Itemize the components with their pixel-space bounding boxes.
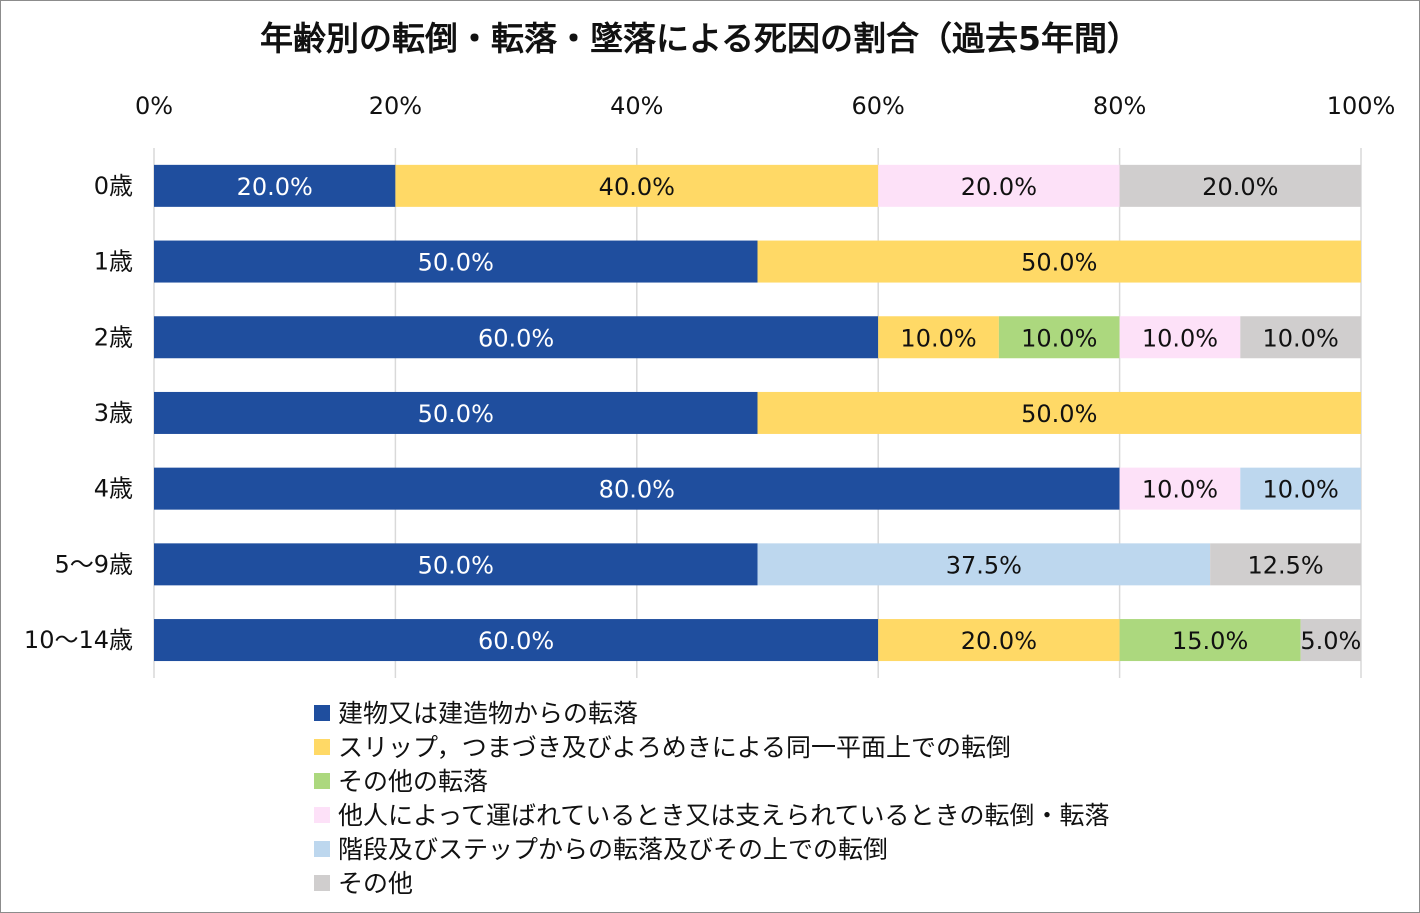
bar-segment <box>154 391 758 434</box>
bar-segment <box>757 240 1361 283</box>
category-label: 3歳 <box>94 399 133 427</box>
data-label: 10.0% <box>1142 476 1218 504</box>
data-label: 5.0% <box>1300 627 1361 655</box>
x-tick-label: 20% <box>369 92 422 120</box>
x-tick-label: 100% <box>1327 92 1396 120</box>
x-tick-label: 80% <box>1093 92 1146 120</box>
x-tick-label: 60% <box>852 92 905 120</box>
bar-segment <box>1240 316 1361 359</box>
bar-segment <box>1119 467 1241 510</box>
data-label: 60.0% <box>478 627 554 655</box>
x-tick-label: 0% <box>135 92 173 120</box>
bar-segment <box>757 391 1361 434</box>
legend-label: その他 <box>338 869 413 898</box>
category-label: 0歳 <box>94 172 133 200</box>
legend-label: 階段及びステップからの転落及びその上での転倒 <box>338 835 888 864</box>
legend-label: 建物又は建造物からの転落 <box>338 699 638 728</box>
data-label: 20.0% <box>1202 173 1278 201</box>
category-label: 5〜9歳 <box>54 550 133 578</box>
bar-segment <box>154 619 879 662</box>
data-label: 20.0% <box>961 173 1037 201</box>
legend-swatch <box>314 705 330 721</box>
data-label: 50.0% <box>1021 400 1097 428</box>
data-label: 10.0% <box>1263 324 1339 352</box>
data-label: 10.0% <box>900 324 976 352</box>
data-label: 80.0% <box>599 476 675 504</box>
data-label: 15.0% <box>1172 627 1248 655</box>
data-label: 10.0% <box>1142 324 1218 352</box>
legend-swatch <box>314 773 330 789</box>
data-label: 10.0% <box>1263 476 1339 504</box>
bar-segment <box>154 316 879 359</box>
bar-segment <box>878 164 1120 207</box>
category-label: 4歳 <box>94 475 133 503</box>
bar-segment <box>154 240 758 283</box>
data-label: 60.0% <box>478 324 554 352</box>
bar-segment <box>998 316 1120 359</box>
data-label: 20.0% <box>961 627 1037 655</box>
bar-segment <box>154 467 1120 510</box>
legend-label: スリップ，つまづき及びよろめきによる同一平面上での転倒 <box>338 733 1011 762</box>
bar-segment <box>878 619 1120 662</box>
legend-label: その他の転落 <box>338 767 488 796</box>
bar-segment <box>1119 164 1361 207</box>
legend-swatch <box>314 739 330 755</box>
legend-swatch <box>314 841 330 857</box>
bar-segment <box>395 164 879 207</box>
data-label: 37.5% <box>946 551 1022 579</box>
data-label: 10.0% <box>1021 324 1097 352</box>
category-label: 10〜14歳 <box>24 626 133 654</box>
bar-segment <box>878 316 999 359</box>
bar-segment <box>154 164 396 207</box>
bar-segment <box>154 543 758 586</box>
category-label: 1歳 <box>94 248 133 276</box>
bar-segment <box>1119 619 1301 662</box>
category-label: 2歳 <box>94 323 133 351</box>
data-label: 50.0% <box>418 249 494 277</box>
data-label: 50.0% <box>418 400 494 428</box>
data-label: 20.0% <box>237 173 313 201</box>
bar-segment <box>1240 467 1361 510</box>
data-label: 50.0% <box>1021 249 1097 277</box>
bar-segment <box>1119 316 1241 359</box>
data-label: 50.0% <box>418 551 494 579</box>
chart-title: 年齢別の転倒・転落・墜落による死因の割合（過去5年間） <box>260 19 1140 58</box>
legend-swatch <box>314 807 330 823</box>
legend-swatch <box>314 875 330 891</box>
data-label: 40.0% <box>599 173 675 201</box>
bar-segment <box>1210 543 1361 586</box>
bar-segment <box>757 543 1211 586</box>
bar-segment <box>1300 619 1361 662</box>
data-label: 12.5% <box>1247 551 1323 579</box>
legend-label: 他人によって運ばれているとき又は支えられているときの転倒・転落 <box>338 801 1110 830</box>
x-tick-label: 40% <box>610 92 663 120</box>
